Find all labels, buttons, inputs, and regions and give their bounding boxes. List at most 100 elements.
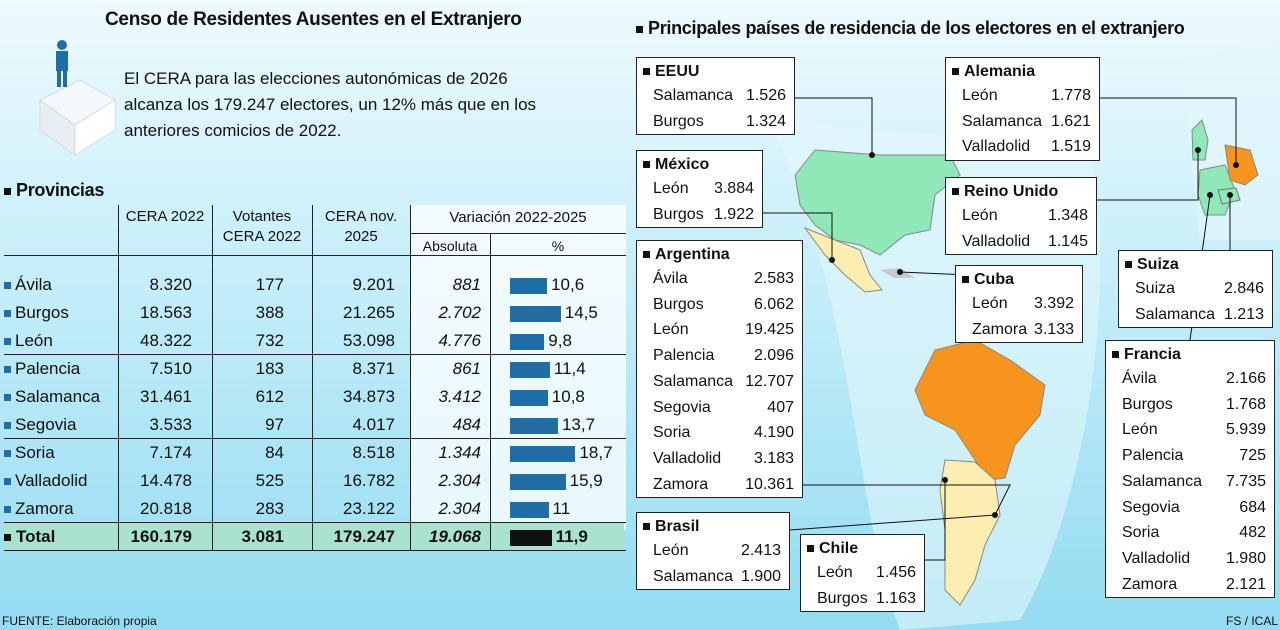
absolute-variation-value: 19.068 (429, 527, 481, 546)
province-label: Zamora (972, 320, 1028, 338)
cera-2025-value: 8.371 (352, 359, 395, 378)
province-label: León (653, 180, 689, 197)
header-pct: % (551, 238, 565, 254)
bullet-icon (643, 68, 650, 76)
votantes-value: 732 (255, 331, 284, 350)
pct-value: 11 (552, 499, 571, 518)
table-bottom (4, 550, 626, 551)
province-label: Palencia (1122, 447, 1184, 465)
count-value: 1.778 (1050, 87, 1091, 104)
cera-2025-value: 21.265 (343, 303, 395, 322)
province-count-row: Soria 4.190 (653, 420, 794, 446)
province-label: Palencia (15, 359, 81, 378)
province-label: Burgos (817, 589, 868, 607)
province-label: Segovia (653, 398, 711, 416)
count-value: 3.392 (1033, 295, 1074, 312)
pct-value: 10,8 (551, 387, 585, 406)
province-label: León (962, 207, 998, 224)
province-label: León (817, 564, 853, 581)
count-value: 2.413 (740, 542, 781, 559)
province-label: Valladolid (962, 232, 1031, 250)
cera-2022-value: 3.533 (149, 415, 192, 434)
absolute-variation-value: 4.776 (438, 331, 481, 350)
count-value: 482 (1239, 524, 1266, 542)
cera-2025-value: 23.122 (343, 499, 395, 518)
province-label: Salamanca (1135, 305, 1216, 323)
votantes-value: 84 (265, 443, 284, 462)
country-title: Francia (1112, 344, 1266, 366)
bullet-icon (4, 422, 11, 430)
pct-bar (510, 474, 566, 490)
count-value: 2.121 (1225, 575, 1266, 593)
country-name: Reino Unido (964, 183, 1059, 200)
bullet-icon (643, 523, 650, 531)
cera-2025-value: 9.201 (352, 275, 395, 294)
province-label: Zamora (15, 499, 74, 518)
provinces-label: Provincias (16, 180, 105, 200)
count-value: 10.361 (745, 475, 794, 493)
total-divider (4, 522, 626, 523)
bullet-icon (4, 394, 11, 402)
province-label: Soria (1122, 524, 1160, 542)
cera-2025-value: 53.098 (343, 331, 395, 350)
table-row: Ávila 8.320 177 9.201 881 10,6 (4, 272, 626, 300)
province-count-row: Salamanca 1.213 (1135, 302, 1264, 328)
country-box-brasil: Brasil León 2.413 Salamanca 1.900 (636, 512, 790, 591)
province-label: Zamora (1122, 575, 1178, 593)
column-divider (118, 205, 119, 550)
province-count-row: Suiza 2.846 (1135, 276, 1264, 302)
credit: FS / ICAL (1226, 614, 1279, 628)
absolute-variation-value: 484 (452, 415, 481, 434)
page-title: Censo de Residentes Ausentes en el Extra… (105, 9, 522, 30)
bullet-icon (4, 534, 11, 542)
bullet-icon (952, 68, 959, 76)
group-divider (4, 354, 626, 355)
count-value: 1.768 (1225, 395, 1266, 413)
group-divider (4, 438, 626, 439)
count-value: 1.145 (1047, 232, 1088, 250)
count-value: 3.183 (753, 449, 794, 467)
province-count-row: Salamanca 1.900 (653, 564, 781, 590)
count-value: 1.900 (740, 567, 781, 585)
count-value: 1.213 (1223, 305, 1264, 323)
province-label: Burgos (653, 205, 704, 223)
bullet-icon (4, 506, 11, 514)
province-name: León (4, 331, 53, 351)
bullet-icon (4, 338, 11, 346)
table-row: Salamanca 31.461 612 34.873 3.412 10,8 (4, 384, 626, 412)
province-count-row: León 1.348 (962, 203, 1088, 229)
count-value: 1.456 (875, 564, 916, 581)
province-label: Burgos (15, 303, 69, 322)
pct-value: 11,9 (555, 527, 588, 546)
count-value: 4.190 (753, 424, 794, 442)
bullet-icon (636, 25, 643, 33)
count-value: 19.425 (745, 321, 794, 339)
province-name: Burgos (4, 303, 69, 323)
count-value: 2.583 (753, 270, 794, 287)
cera-2025-value: 8.518 (352, 443, 395, 462)
province-label: Ávila (1122, 370, 1157, 387)
province-count-row: Burgos 1.324 (653, 109, 786, 135)
votantes-value: 283 (255, 499, 284, 518)
province-label: Salamanca (653, 87, 734, 104)
cera-2022-value: 7.174 (149, 443, 192, 462)
province-count-row: Valladolid 1.519 (962, 134, 1091, 160)
count-value: 3.133 (1033, 320, 1074, 338)
province-count-row: Burgos 6.062 (653, 292, 794, 318)
bullet-icon (4, 366, 11, 374)
cera-2022-value: 8.320 (149, 275, 192, 294)
pct-value: 9,8 (548, 331, 572, 350)
country-title: Chile (807, 538, 916, 560)
province-name: Salamanca (4, 387, 100, 407)
province-label: Segovia (1122, 498, 1180, 516)
country-box-francia: Francia Ávila 2.166 Burgos 1.768 León 5.939 Pal… (1105, 340, 1275, 599)
province-count-row: Valladolid 1.980 (1122, 546, 1266, 572)
province-label: Palencia (653, 347, 715, 365)
pct-value: 10,6 (551, 275, 585, 294)
province-count-row: León 1.456 (817, 560, 916, 586)
table-row: Burgos 18.563 388 21.265 2.702 14,5 (4, 300, 626, 328)
count-value: 6.062 (753, 295, 794, 313)
intro-text: El CERA para las elecciones autonómicas … (124, 69, 537, 140)
country-name: México (655, 156, 710, 173)
province-count-row: León 3.884 (653, 176, 754, 202)
